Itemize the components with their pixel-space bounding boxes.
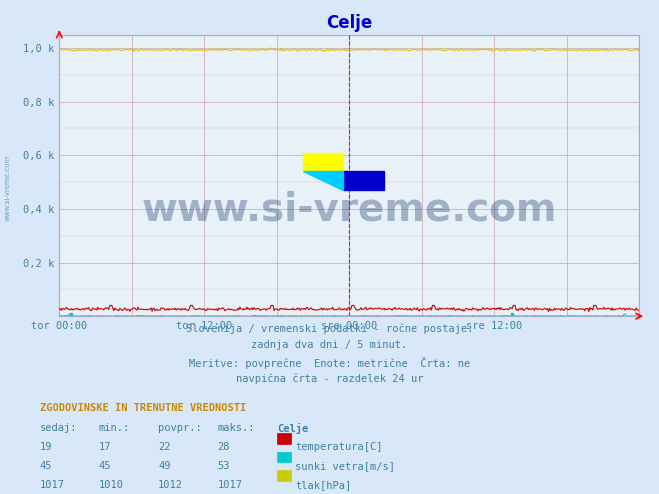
Text: povpr.:: povpr.: (158, 423, 202, 433)
Text: 28: 28 (217, 442, 230, 452)
Text: 1010: 1010 (99, 480, 124, 490)
Text: sunki vetra[m/s]: sunki vetra[m/s] (295, 461, 395, 471)
Text: zadnja dva dni / 5 minut.: zadnja dva dni / 5 minut. (251, 340, 408, 350)
Text: Celje: Celje (277, 423, 308, 434)
Text: 49: 49 (158, 461, 171, 471)
Polygon shape (303, 171, 343, 190)
Text: navpična črta - razdelek 24 ur: navpična črta - razdelek 24 ur (236, 374, 423, 384)
Text: 19: 19 (40, 442, 52, 452)
Bar (303, 153, 343, 171)
Text: min.:: min.: (99, 423, 130, 433)
Text: tlak[hPa]: tlak[hPa] (295, 480, 351, 490)
Text: www.si-vreme.com: www.si-vreme.com (5, 155, 11, 221)
Text: 1012: 1012 (158, 480, 183, 490)
Text: sedaj:: sedaj: (40, 423, 77, 433)
Text: 45: 45 (99, 461, 111, 471)
Text: www.si-vreme.com: www.si-vreme.com (142, 190, 557, 228)
Text: Meritve: povprečne  Enote: metrične  Črta: ne: Meritve: povprečne Enote: metrične Črta:… (189, 357, 470, 369)
Text: ZGODOVINSKE IN TRENUTNE VREDNOSTI: ZGODOVINSKE IN TRENUTNE VREDNOSTI (40, 403, 246, 412)
Title: Celje: Celje (326, 14, 372, 32)
Bar (343, 171, 384, 190)
Text: 45: 45 (40, 461, 52, 471)
Text: temperatura[C]: temperatura[C] (295, 442, 383, 452)
Text: 22: 22 (158, 442, 171, 452)
Text: 17: 17 (99, 442, 111, 452)
Text: 1017: 1017 (40, 480, 65, 490)
Text: maks.:: maks.: (217, 423, 255, 433)
Text: Slovenija / vremenski podatki - ročne postaje.: Slovenija / vremenski podatki - ročne po… (186, 324, 473, 334)
Text: 53: 53 (217, 461, 230, 471)
Text: 1017: 1017 (217, 480, 243, 490)
